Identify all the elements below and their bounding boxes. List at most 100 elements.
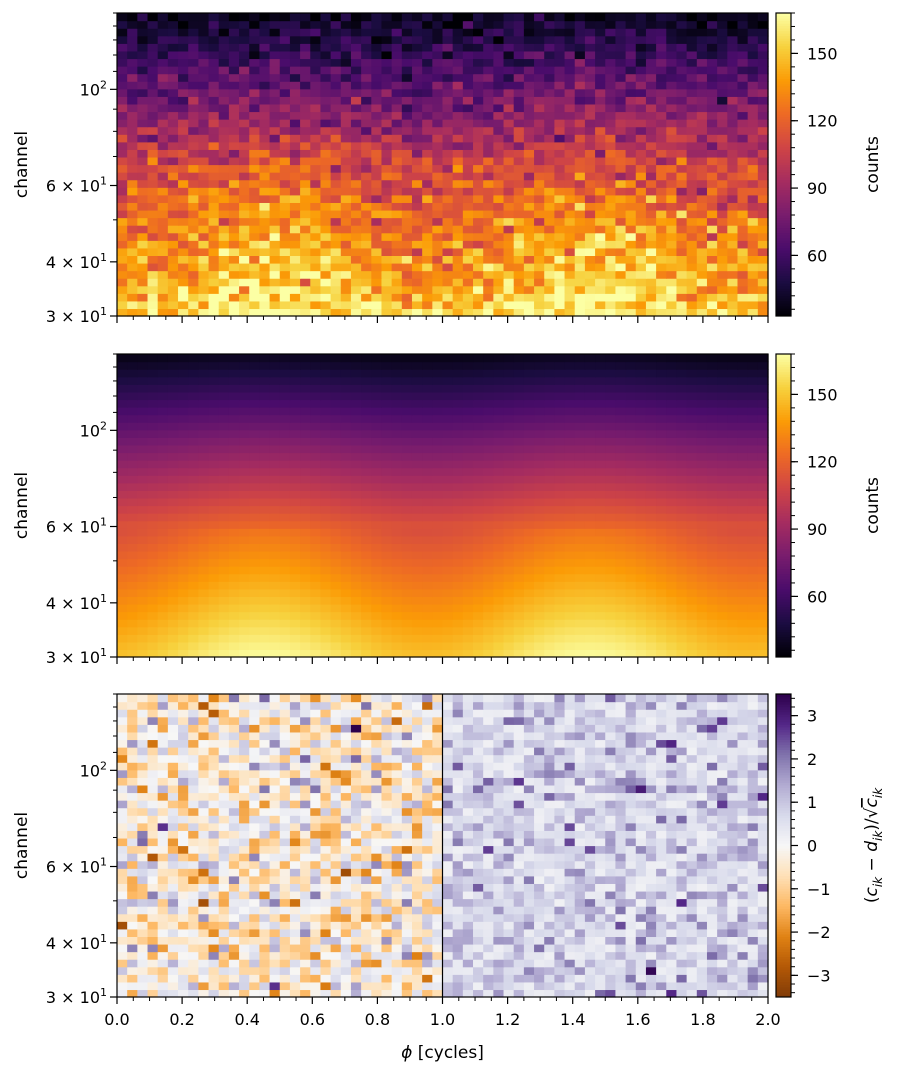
heatmap-cell xyxy=(289,300,301,310)
heatmap-cell xyxy=(503,103,515,113)
heatmap-cell xyxy=(452,43,464,52)
heatmap-cell xyxy=(279,513,291,522)
heatmap-cell xyxy=(462,619,474,628)
heatmap-cell xyxy=(432,255,444,264)
heatmap-cell xyxy=(361,490,372,499)
heatmap-cell xyxy=(696,179,708,188)
heatmap-cell xyxy=(564,134,576,143)
heatmap-cell xyxy=(188,391,199,401)
heatmap-cell xyxy=(625,285,637,294)
heatmap-cell xyxy=(727,626,739,635)
heatmap-cell xyxy=(737,58,749,67)
heatmap-cell xyxy=(411,566,423,575)
heatmap-cell xyxy=(239,641,250,651)
heatmap-cell xyxy=(401,528,413,537)
heatmap-cell xyxy=(595,596,606,605)
heatmap-cell xyxy=(442,490,454,499)
heatmap-cell xyxy=(340,634,352,643)
heatmap-cell xyxy=(340,179,352,188)
heatmap-cell xyxy=(432,490,444,499)
heatmap-cell xyxy=(239,172,250,181)
heatmap-cell xyxy=(605,119,617,128)
heatmap-cell xyxy=(371,573,383,582)
heatmap-cell xyxy=(473,111,484,120)
heatmap-cell xyxy=(289,232,301,241)
heatmap-cell xyxy=(208,35,220,44)
heatmap-cell xyxy=(188,460,199,469)
heatmap-cell xyxy=(127,50,138,60)
heatmap-cell xyxy=(483,164,494,173)
heatmap-cell xyxy=(371,103,383,113)
heatmap-cell xyxy=(330,444,342,454)
heatmap-cell xyxy=(350,179,362,188)
heatmap-cell xyxy=(747,550,759,560)
heatmap-cell xyxy=(635,482,647,491)
heatmap-cell xyxy=(218,73,230,82)
heatmap-cell xyxy=(493,513,505,522)
heatmap-cell xyxy=(239,596,250,605)
heatmap-cell xyxy=(615,399,627,408)
heatmap-cell xyxy=(757,187,769,196)
heatmap-cell xyxy=(340,202,352,211)
heatmap-cell xyxy=(483,550,494,560)
heatmap-cell xyxy=(544,566,555,575)
heatmap-cell xyxy=(666,611,678,620)
heatmap-cell xyxy=(696,156,708,166)
heatmap-cell xyxy=(584,134,596,143)
heatmap-cell xyxy=(289,35,301,44)
heatmap-cell xyxy=(167,520,179,529)
heatmap-cell xyxy=(462,535,474,544)
heatmap-cell xyxy=(737,444,749,454)
heatmap-cell xyxy=(656,134,667,143)
heatmap-cell xyxy=(411,649,423,658)
heatmap-cell xyxy=(645,619,657,628)
heatmap-cell xyxy=(198,255,210,264)
heatmap-cell xyxy=(574,285,586,294)
heatmap-cell xyxy=(544,603,555,613)
heatmap-cell xyxy=(117,194,128,203)
heatmap-cell xyxy=(422,66,433,75)
heatmap-cell xyxy=(249,164,260,173)
heatmap-cell xyxy=(157,156,169,166)
heatmap-cell xyxy=(157,126,169,135)
heatmap-cell xyxy=(442,119,454,128)
heatmap-cell xyxy=(442,270,454,279)
heatmap-cell xyxy=(462,66,474,75)
heatmap-cell xyxy=(208,164,220,173)
heatmap-cell xyxy=(493,20,505,29)
heatmap-cell xyxy=(157,603,169,613)
heatmap-cell xyxy=(350,619,362,628)
heatmap-cell xyxy=(625,66,637,75)
heatmap-cell xyxy=(167,543,179,552)
heatmap-cell xyxy=(330,422,342,431)
heatmap-cell xyxy=(279,520,291,529)
heatmap-cell xyxy=(554,172,566,181)
heatmap-cell xyxy=(686,520,698,529)
heatmap-cell xyxy=(422,240,433,249)
heatmap-cell xyxy=(483,452,494,461)
heatmap-cell xyxy=(259,20,271,29)
heatmap-cell xyxy=(757,399,769,408)
heatmap-cell xyxy=(483,66,494,75)
heatmap-cell xyxy=(686,103,698,113)
heatmap-cell xyxy=(300,141,311,150)
heatmap-cell xyxy=(737,13,749,22)
heatmap-cell xyxy=(147,475,159,484)
heatmap-cell xyxy=(391,603,403,613)
heatmap-cell xyxy=(228,528,240,537)
heatmap-cell xyxy=(625,149,637,158)
heatmap-cell xyxy=(147,43,159,52)
heatmap-cell xyxy=(320,490,332,499)
heatmap-cell xyxy=(432,66,444,75)
heatmap-cell xyxy=(503,490,515,499)
heatmap-cell xyxy=(289,475,301,484)
heatmap-cell xyxy=(584,240,596,249)
heatmap-cell xyxy=(656,535,667,544)
heatmap-cell xyxy=(300,558,311,567)
heatmap-cell xyxy=(371,513,383,522)
heatmap-cell xyxy=(717,641,728,651)
heatmap-cell xyxy=(381,28,393,37)
heatmap-cell xyxy=(422,88,433,97)
heatmap-cell xyxy=(656,209,667,219)
heatmap-cell xyxy=(737,581,749,590)
